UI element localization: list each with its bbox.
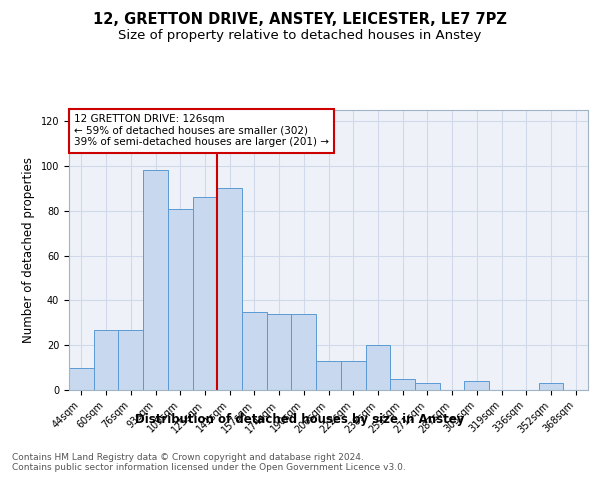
Text: Size of property relative to detached houses in Anstey: Size of property relative to detached ho… xyxy=(118,29,482,42)
Bar xyxy=(267,314,292,390)
Text: 12 GRETTON DRIVE: 126sqm
← 59% of detached houses are smaller (302)
39% of semi-: 12 GRETTON DRIVE: 126sqm ← 59% of detach… xyxy=(74,114,329,148)
Bar xyxy=(143,170,168,390)
Bar xyxy=(292,314,316,390)
Bar xyxy=(316,361,341,390)
Bar xyxy=(539,384,563,390)
Bar xyxy=(94,330,118,390)
Text: Distribution of detached houses by size in Anstey: Distribution of detached houses by size … xyxy=(136,412,464,426)
Bar xyxy=(464,381,489,390)
Bar xyxy=(118,330,143,390)
Bar xyxy=(193,198,217,390)
Bar xyxy=(415,384,440,390)
Bar xyxy=(168,208,193,390)
Text: 12, GRETTON DRIVE, ANSTEY, LEICESTER, LE7 7PZ: 12, GRETTON DRIVE, ANSTEY, LEICESTER, LE… xyxy=(93,12,507,28)
Bar xyxy=(217,188,242,390)
Bar xyxy=(242,312,267,390)
Y-axis label: Number of detached properties: Number of detached properties xyxy=(22,157,35,343)
Bar xyxy=(341,361,365,390)
Bar xyxy=(69,368,94,390)
Text: Contains HM Land Registry data © Crown copyright and database right 2024.
Contai: Contains HM Land Registry data © Crown c… xyxy=(12,452,406,472)
Bar xyxy=(365,345,390,390)
Bar xyxy=(390,379,415,390)
